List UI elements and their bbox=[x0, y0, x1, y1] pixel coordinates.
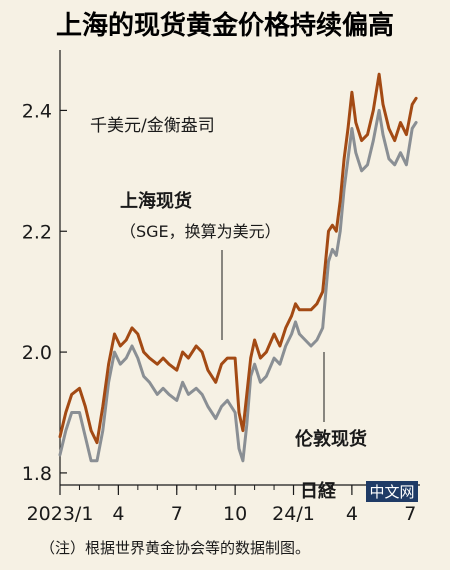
x-tick-label: 4 bbox=[346, 503, 358, 525]
unit-label: 千美元/金衡盎司 bbox=[90, 116, 215, 136]
series-line-shanghai bbox=[58, 72, 418, 445]
x-axis: 2023/1 4 7 10 24/1 4 7 bbox=[27, 484, 420, 525]
y-axis: 1.8 2.0 2.2 2.4 bbox=[22, 50, 67, 485]
x-tick-label: 4 bbox=[112, 503, 124, 525]
series-line-london bbox=[58, 108, 418, 463]
x-tick-label: 24/1 bbox=[272, 503, 315, 525]
y-tick-label: 2.4 bbox=[22, 100, 52, 122]
nikkei-logo: 日経 中文网 bbox=[300, 480, 418, 502]
shanghai-series-label: 上海现货 bbox=[120, 190, 192, 212]
y-tick-label: 1.8 bbox=[22, 463, 52, 485]
logo-tag-box bbox=[366, 481, 418, 502]
y-tick-label: 2.0 bbox=[22, 342, 52, 364]
chart-title: 上海的现货黄金价格持续偏高 bbox=[56, 10, 394, 41]
y-tick-label: 2.2 bbox=[22, 221, 52, 243]
x-tick-label: 2023/1 bbox=[27, 503, 94, 525]
shanghai-series-subtitle: （SGE，换算为美元） bbox=[120, 222, 281, 241]
x-tick-label: 7 bbox=[171, 503, 183, 525]
x-tick-label: 10 bbox=[223, 503, 247, 525]
london-series-label: 伦敦现货 bbox=[295, 428, 367, 450]
x-tick-label: 7 bbox=[404, 503, 416, 525]
footnote: （注）根据世界黄金协会等的数据制图。 bbox=[40, 539, 310, 557]
series-layer bbox=[58, 72, 418, 463]
logo-tag: 中文网 bbox=[369, 483, 414, 501]
logo-mark: 日経 bbox=[300, 480, 337, 502]
